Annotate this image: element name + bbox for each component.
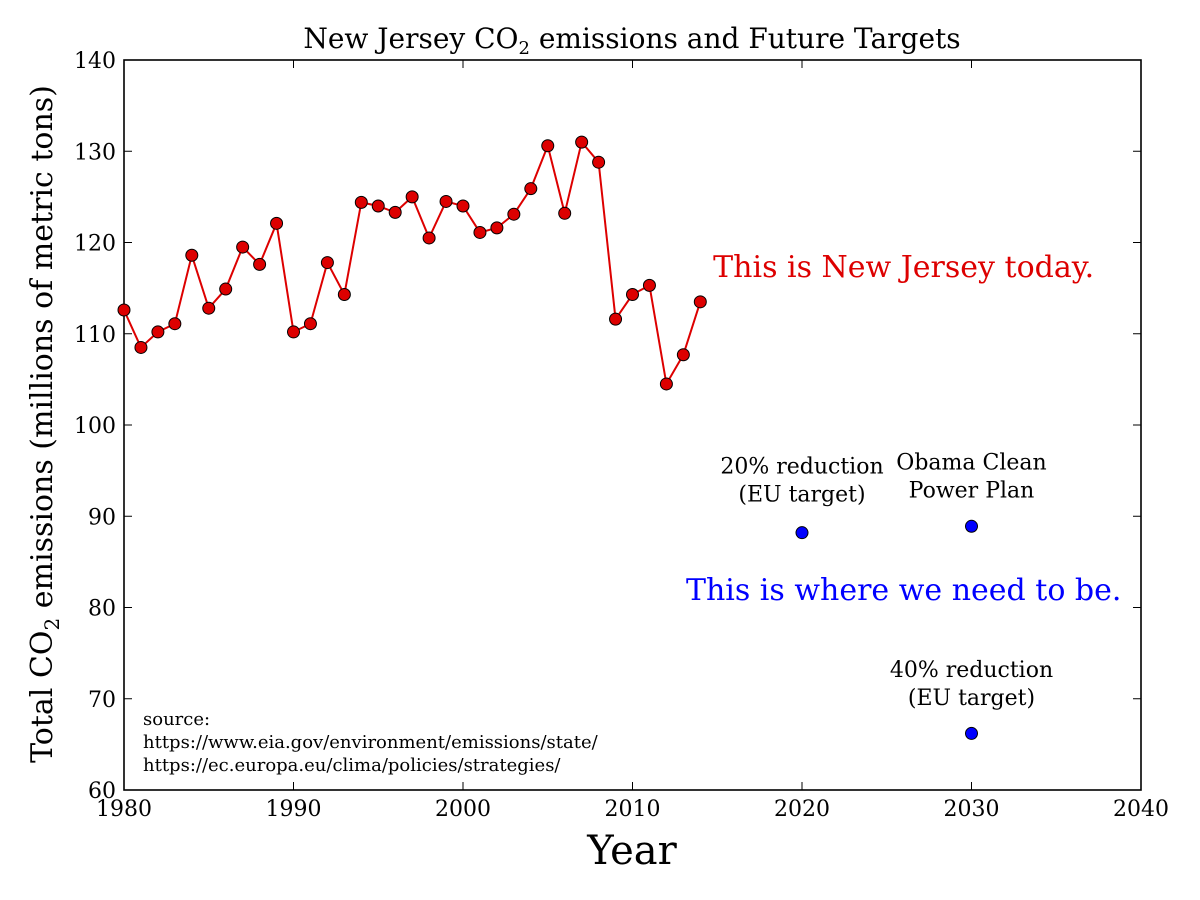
y-axis-label-suffix: emissions (millions of metric tons) xyxy=(25,85,60,618)
y-tick-label: 110 xyxy=(74,323,116,348)
source-line: https://www.eia.gov/environment/emission… xyxy=(143,732,599,753)
emissions-point xyxy=(609,312,623,326)
annotation-line: (EU target) xyxy=(738,482,865,507)
annotation-line: (EU target) xyxy=(908,686,1035,711)
x-tick-label: 1990 xyxy=(266,797,322,822)
chart-title-suffix: emissions and Future Targets xyxy=(530,22,961,55)
callout-text: This is where we need to be. xyxy=(686,573,1121,608)
emissions-point xyxy=(185,248,199,262)
emissions-point xyxy=(354,195,368,209)
y-tick-label: 130 xyxy=(74,140,116,165)
annotation-line: Obama Clean xyxy=(896,451,1046,476)
annotation-line: 20% reduction xyxy=(720,454,883,479)
target-point xyxy=(965,519,978,533)
emissions-point xyxy=(236,240,250,254)
y-tick-label: 80 xyxy=(88,597,116,622)
annotation-line: 40% reduction xyxy=(890,658,1053,683)
emissions-point xyxy=(287,325,300,339)
emissions-point xyxy=(507,207,521,221)
emissions-point xyxy=(219,282,233,296)
annotation-line: Power Plan xyxy=(909,479,1035,504)
emissions-point xyxy=(693,295,707,309)
emissions-point xyxy=(388,205,402,219)
target-annotation: 40% reduction (EU target) xyxy=(890,658,1053,711)
x-tick-label: 2020 xyxy=(774,797,830,822)
y-axis-label-prefix: Total CO xyxy=(25,631,60,763)
emissions-point xyxy=(371,199,385,213)
plot-area: 1980 1990 2000 2010 2020 2030 2040 60 70 80 90 100 1… xyxy=(74,49,1169,822)
y-tick-label: 120 xyxy=(74,232,116,257)
emissions-point xyxy=(575,135,589,149)
emissions-point xyxy=(117,303,131,317)
x-tick-label: 1980 xyxy=(96,797,152,822)
source-line: source: xyxy=(143,709,210,730)
emissions-point xyxy=(320,256,334,270)
y-tick-label: 60 xyxy=(88,779,116,804)
x-tick-label: 2000 xyxy=(435,797,491,822)
y-tick-label: 70 xyxy=(88,688,116,713)
emissions-point xyxy=(524,182,538,196)
target-point xyxy=(795,526,809,540)
emissions-point xyxy=(456,199,470,213)
chart-title-prefix: New Jersey CO xyxy=(303,22,518,55)
chart-title-sub: 2 xyxy=(519,38,530,59)
emissions-point xyxy=(202,301,216,315)
emissions-point xyxy=(303,317,317,331)
emissions-line xyxy=(123,139,702,387)
emissions-point xyxy=(439,194,453,208)
emissions-point xyxy=(168,317,182,331)
source-note: source: https://www.eia.gov/environment/… xyxy=(143,709,603,776)
x-tick-label: 2030 xyxy=(944,797,1000,822)
emissions-point xyxy=(642,278,656,292)
emissions-point xyxy=(676,348,690,362)
chart-title: New Jersey CO2 emissions and Future Targ… xyxy=(303,22,960,59)
emissions-point xyxy=(490,221,504,235)
y-axis-label: Total CO2 emissions (millions of metric … xyxy=(25,85,64,763)
source-line: https://ec.europa.eu/clima/policies/stra… xyxy=(143,755,561,776)
emissions-point xyxy=(558,206,572,220)
x-tick-label: 2040 xyxy=(1113,797,1169,822)
y-tick-label: 90 xyxy=(88,505,116,530)
emissions-point xyxy=(422,231,436,245)
x-axis-label: Year xyxy=(586,828,677,874)
emissions-point xyxy=(405,190,419,204)
emissions-point xyxy=(253,257,267,271)
target-annotation: Obama Clean Power Plan xyxy=(896,451,1046,504)
emissions-point xyxy=(592,155,606,169)
emissions-point xyxy=(337,288,351,302)
y-tick-label: 140 xyxy=(74,49,116,74)
y-axis-label-sub: 2 xyxy=(40,618,64,631)
emissions-point xyxy=(626,288,639,302)
emissions-point xyxy=(134,340,148,354)
target-point xyxy=(965,726,978,740)
x-tick-label: 2010 xyxy=(605,797,661,822)
emissions-point xyxy=(541,139,555,153)
emissions-point xyxy=(270,216,284,230)
emissions-point xyxy=(659,377,673,391)
emissions-point xyxy=(473,225,487,239)
target-annotation: 20% reduction (EU target) xyxy=(720,454,883,507)
callout-text: This is New Jersey today. xyxy=(713,250,1094,285)
y-tick-label: 100 xyxy=(74,414,116,439)
emissions-point xyxy=(151,325,165,339)
